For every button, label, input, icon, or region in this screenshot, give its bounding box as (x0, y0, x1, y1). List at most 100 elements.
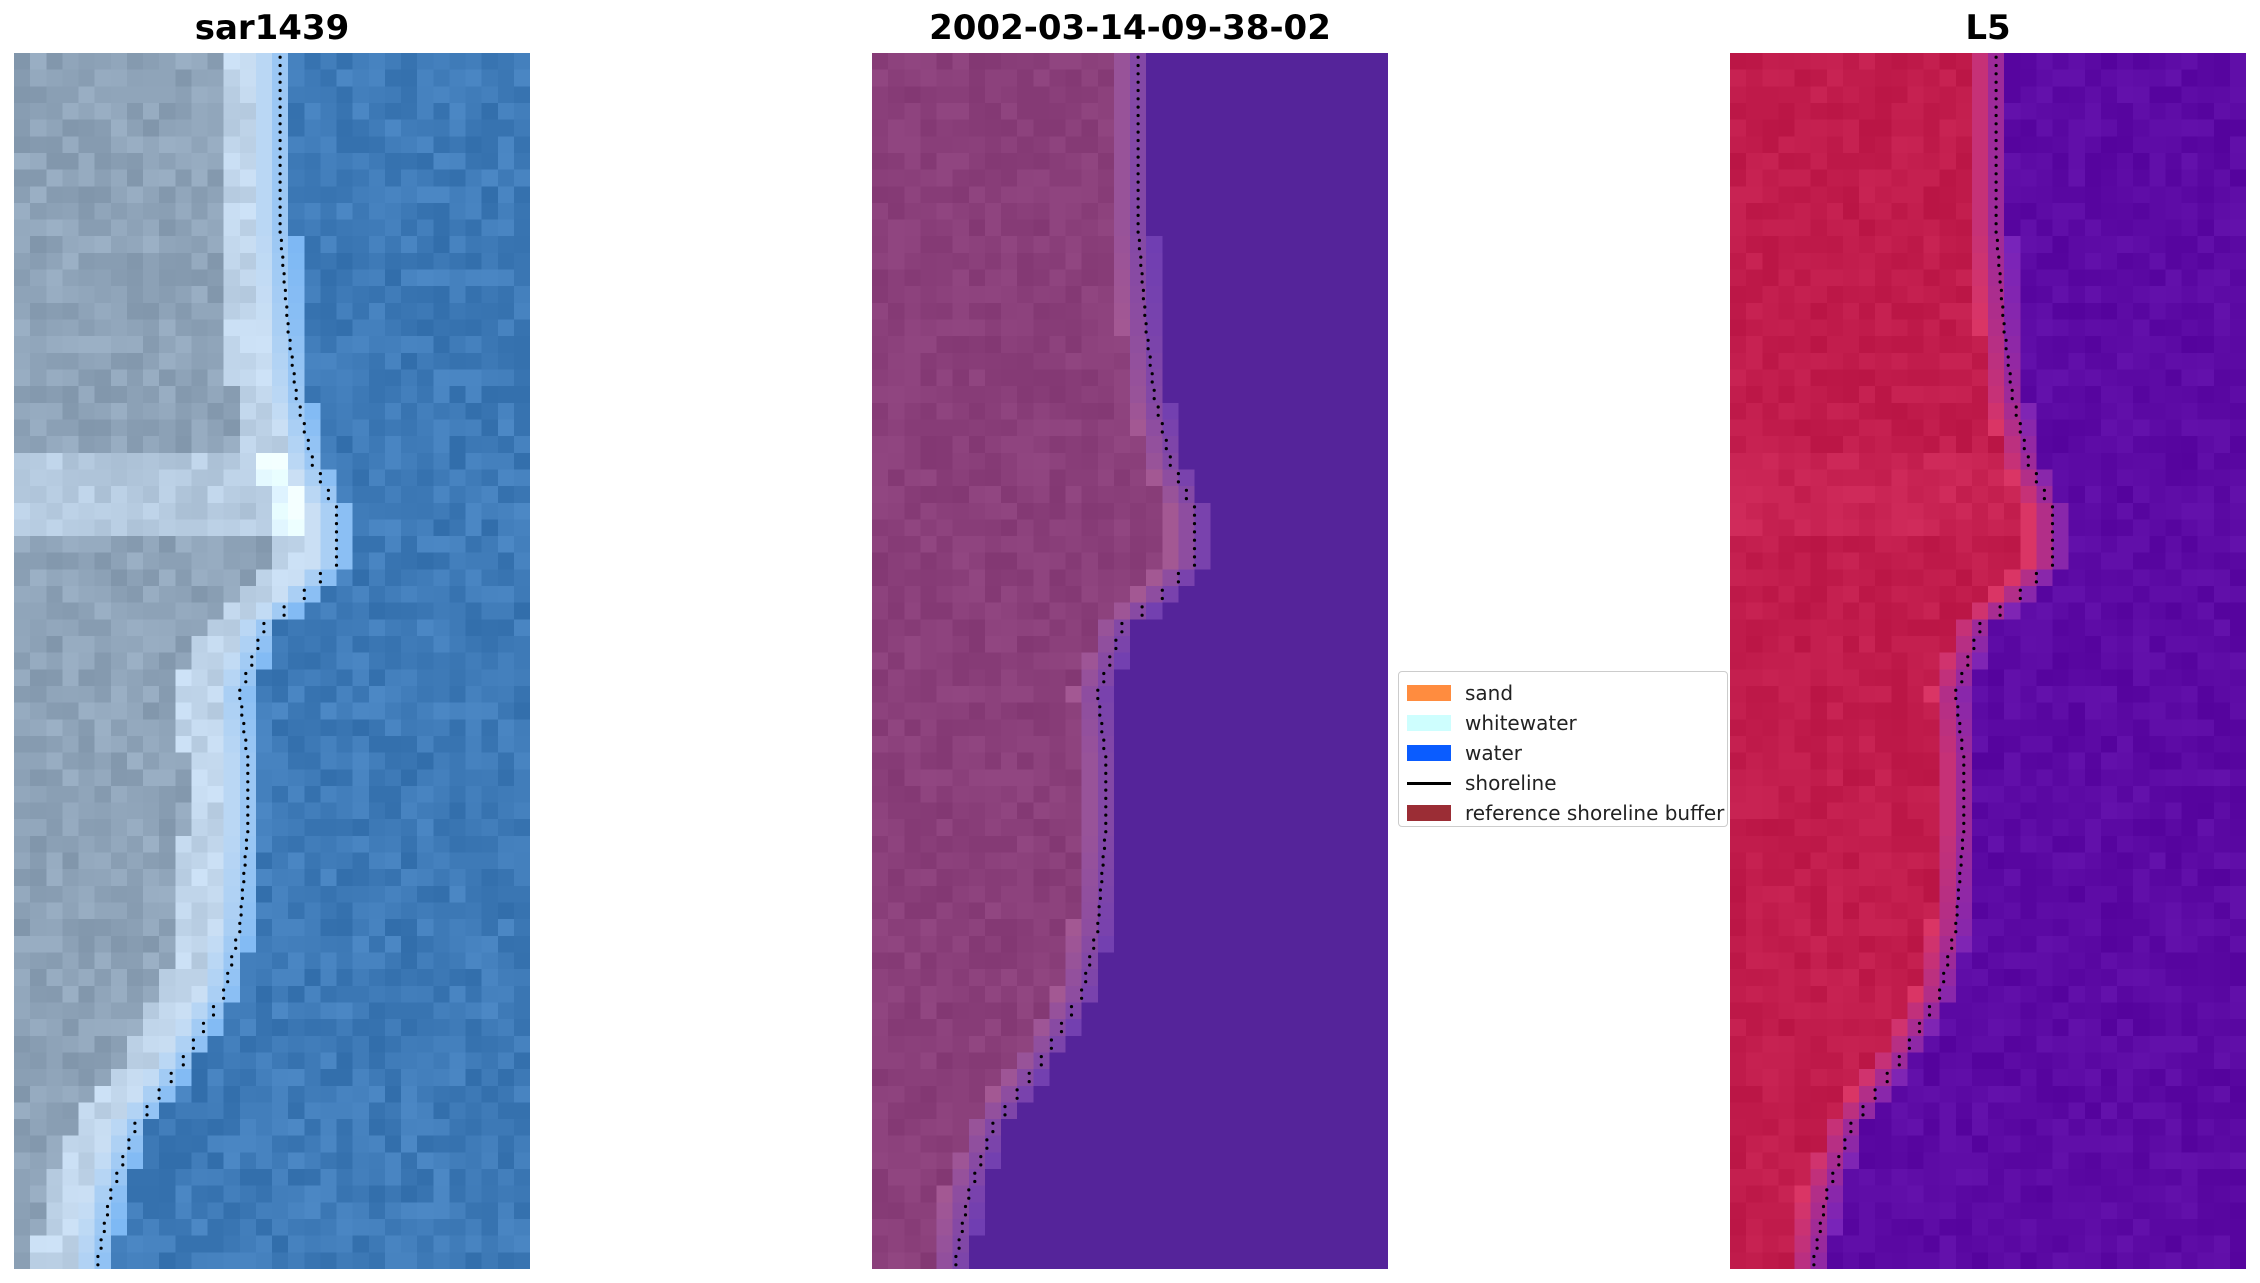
shoreline-dot (326, 497, 330, 501)
shoreline-dot (240, 705, 244, 709)
shoreline-dot (102, 1229, 106, 1234)
whitewater-swatch (1407, 715, 1451, 731)
shoreline-dot (121, 1163, 125, 1167)
shoreline-dot (1192, 522, 1197, 526)
shoreline-dot (1960, 671, 1964, 676)
shoreline-dot (279, 238, 283, 242)
shoreline-dot (278, 172, 282, 176)
index-image (1730, 53, 2246, 1269)
shoreline-dot (979, 1163, 983, 1167)
shoreline-dot (278, 205, 282, 209)
shoreline-dot (244, 838, 249, 842)
shoreline-dot (1136, 205, 1140, 209)
shoreline-dot (102, 1221, 106, 1225)
shoreline-dot (1101, 855, 1105, 859)
shoreline-dot (1837, 1163, 1841, 1167)
shoreline-overlay (954, 55, 1197, 1267)
reference-buffer-swatch (1407, 805, 1451, 821)
shoreline-dot (1100, 721, 1104, 726)
shoreline-dot (302, 596, 306, 601)
shoreline-dot (1861, 1113, 1865, 1117)
shoreline-dot (1192, 530, 1197, 534)
shoreline-dot (1972, 638, 1976, 642)
shoreline-dot (1994, 55, 1998, 59)
shoreline-dot (1942, 980, 1946, 984)
shoreline-dot (1100, 730, 1104, 734)
shoreline-dot (1861, 1105, 1865, 1109)
shoreline-dot (1146, 347, 1150, 351)
shoreline-dot (2006, 355, 2010, 359)
shoreline-dot (2026, 463, 2030, 467)
sand-swatch (1407, 685, 1451, 701)
shoreline-dot (278, 213, 282, 217)
shoreline-dot (1140, 613, 1144, 617)
shoreline-dot (278, 88, 282, 93)
shoreline-dot (1141, 297, 1145, 301)
shoreline-dot (1160, 596, 1164, 601)
shoreline-dot (1148, 363, 1152, 367)
shoreline-dot (957, 1238, 961, 1242)
shoreline-dot (1176, 580, 1180, 584)
shoreline-dot (1102, 838, 1107, 842)
shoreline-dot (334, 555, 339, 559)
shoreline-dot (1104, 805, 1108, 809)
shoreline-dot (298, 413, 302, 417)
shoreline-dot (1150, 380, 1154, 384)
shoreline-dot (1160, 588, 1164, 592)
shoreline-dot (1049, 1038, 1053, 1042)
shoreline-dot (1104, 821, 1108, 826)
shoreline-dot (278, 197, 282, 201)
shoreline-dot (1140, 280, 1144, 284)
shoreline-dot (1139, 263, 1143, 267)
shoreline-dot (246, 771, 250, 776)
shoreline-dot (967, 1188, 971, 1192)
shoreline-dot (1136, 122, 1140, 126)
shoreline-dot (1825, 1188, 1829, 1192)
shoreline-dot (1812, 1254, 1816, 1259)
shoreline-dot (246, 805, 250, 809)
shoreline-dot (1956, 705, 1960, 709)
shoreline-dot (1998, 272, 2002, 276)
shoreline-dot (310, 455, 314, 459)
shoreline-dot (1136, 138, 1140, 143)
shoreline-dot (2050, 547, 2055, 551)
shoreline-dot (1136, 230, 1140, 234)
shoreline-dot (1114, 646, 1118, 651)
shoreline-dot (1192, 555, 1197, 559)
shoreline-dot (222, 988, 226, 992)
shoreline-dot (294, 388, 298, 392)
shoreline-dot (234, 946, 238, 950)
shoreline-dot (234, 938, 238, 942)
shoreline-dot (1059, 1021, 1064, 1025)
shoreline-dot (240, 896, 244, 901)
shoreline-dot (294, 397, 298, 401)
shoreline-dot (1897, 1055, 1901, 1059)
shoreline-dot (1088, 955, 1092, 959)
shoreline-overlay (96, 55, 339, 1267)
shoreline-dot (278, 97, 282, 101)
shoreline-dot (954, 1254, 958, 1259)
shoreline-dot (991, 1121, 995, 1125)
shoreline-dot (2010, 397, 2014, 401)
shoreline-dot (2034, 580, 2038, 584)
shoreline-dot (2022, 447, 2026, 451)
shoreline-dot (181, 1055, 185, 1059)
shoreline-dot (238, 921, 242, 926)
shoreline-dot (2002, 330, 2006, 334)
shoreline-dot (326, 488, 330, 492)
shoreline-dot (1059, 1030, 1064, 1034)
shoreline-dot (99, 1246, 103, 1250)
shoreline-dot (1994, 180, 1998, 184)
shoreline-dot (290, 355, 294, 359)
shoreline-dot (2034, 571, 2038, 576)
shoreline-dot (1994, 105, 1998, 109)
shoreline-dot (963, 1204, 968, 1209)
shoreline-dot (145, 1113, 149, 1117)
shoreline-dot (1994, 155, 1998, 159)
shoreline-dot (1104, 771, 1108, 776)
shoreline-dot (1015, 1088, 1019, 1092)
shoreline-dot (99, 1238, 103, 1242)
shoreline-dot (1999, 297, 2003, 301)
classified-image-panel (872, 53, 1388, 1269)
shoreline-dot (246, 830, 250, 834)
